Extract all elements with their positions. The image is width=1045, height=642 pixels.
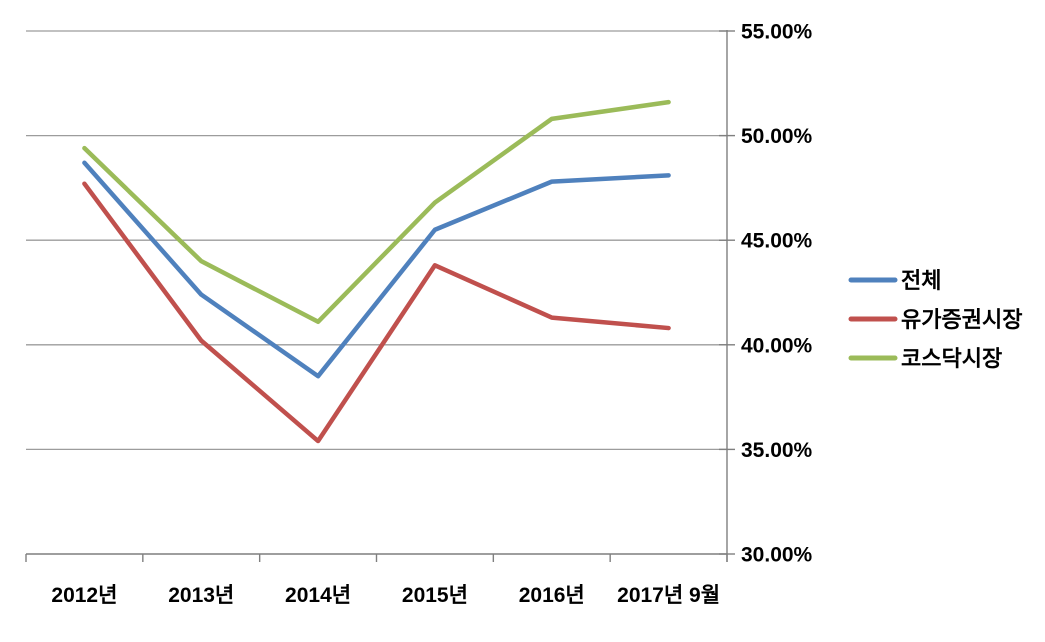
y-tick-label: 50.00%	[741, 125, 813, 148]
x-axis-label: 2016년	[519, 584, 585, 607]
x-axis-label: 2014년	[285, 584, 351, 607]
y-tick-label: 55.00%	[741, 21, 813, 44]
y-tick-label: 30.00%	[741, 544, 813, 567]
x-axis-label: 2012년	[51, 584, 117, 607]
x-axis-label: 2013년	[168, 584, 234, 607]
x-axis-label: 2015년	[402, 584, 468, 607]
legend-item-kospi: 유가증권시장	[848, 307, 1022, 332]
series-line-kospi	[82, 181, 671, 444]
x-axis-label: 2017년 9월	[617, 584, 720, 607]
legend-item-total: 전체	[848, 268, 941, 293]
y-tick-label: 35.00%	[741, 439, 813, 462]
series-line-kosdaq	[82, 99, 671, 325]
legend-label-kospi: 유가증권시장	[901, 307, 1022, 332]
y-tick-label: 45.00%	[741, 230, 813, 253]
legend-label-kosdaq: 코스닥시장	[901, 346, 1002, 371]
y-tick-label: 40.00%	[741, 334, 813, 357]
series-line-total	[82, 160, 671, 379]
legend-item-kosdaq: 코스닥시장	[848, 346, 1002, 371]
legend-label-total: 전체	[901, 268, 941, 293]
